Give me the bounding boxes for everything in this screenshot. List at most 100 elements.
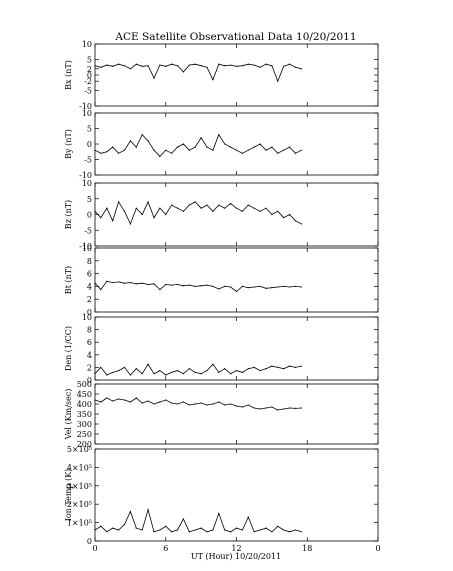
- data-point: [247, 63, 249, 65]
- y-tick-label: 0: [87, 71, 92, 80]
- y-axis-label: Bz (nT): [64, 200, 73, 229]
- data-point: [283, 285, 285, 287]
- panel-4: 10 8 6 4 2 0 Den (1/CC): [64, 313, 379, 385]
- data-point: [106, 374, 108, 376]
- data-point: [112, 527, 114, 529]
- data-point: [224, 65, 226, 67]
- data-point: [129, 374, 131, 376]
- data-point: [277, 409, 279, 411]
- data-point: [117, 152, 120, 154]
- data-point: [200, 207, 202, 209]
- data-point: [129, 223, 131, 225]
- data-point: [117, 398, 120, 400]
- data-point: [206, 66, 208, 68]
- data-point: [94, 529, 96, 531]
- y-tick-label: 8: [87, 326, 92, 335]
- data-point: [235, 207, 238, 209]
- panel-3: 10 8 6 4 2 0 Bt (nT): [64, 244, 379, 317]
- data-point: [241, 406, 243, 408]
- data-point: [259, 408, 261, 410]
- data-point: [171, 371, 173, 374]
- data-point: [147, 509, 149, 511]
- data-point: [135, 207, 137, 209]
- y-tick-label: 250: [77, 430, 92, 439]
- data-point: [288, 146, 291, 148]
- y-tick-label: -10: [79, 102, 92, 111]
- data-point: [224, 529, 226, 531]
- data-point: [218, 512, 220, 515]
- y-tick-label: 2: [87, 295, 92, 304]
- data-point: [141, 134, 143, 136]
- data-point: [200, 65, 202, 67]
- data-point: [271, 365, 273, 367]
- data-point: [112, 146, 114, 148]
- data-point: [165, 374, 167, 376]
- y-tick-label: 0: [87, 376, 92, 385]
- data-point: [159, 401, 161, 403]
- data-point: [271, 213, 273, 216]
- data-point: [235, 65, 238, 67]
- data-point: [135, 527, 137, 529]
- data-point: [288, 213, 291, 216]
- data-point: [141, 402, 143, 404]
- data-point: [200, 402, 202, 404]
- series-line: [94, 200, 302, 225]
- data-point: [106, 280, 108, 282]
- data-point: [165, 399, 167, 401]
- data-point: [123, 523, 126, 526]
- data-point: [194, 285, 196, 287]
- data-point: [241, 65, 243, 67]
- data-point: [123, 366, 126, 368]
- data-point: [212, 79, 214, 81]
- y-tick-label: 3×10⁵: [67, 482, 92, 491]
- y-tick-label: 2: [87, 363, 92, 372]
- data-point: [265, 149, 267, 151]
- data-point: [171, 284, 173, 286]
- data-point: [288, 63, 291, 65]
- data-point: [277, 286, 279, 288]
- data-point: [159, 289, 161, 291]
- data-point: [247, 404, 249, 406]
- data-point: [106, 531, 108, 533]
- data-point: [194, 146, 196, 148]
- data-point: [265, 287, 267, 289]
- data-point: [200, 527, 202, 529]
- y-tick-label: 450: [77, 390, 92, 399]
- data-point: [147, 283, 149, 286]
- data-point: [300, 68, 302, 70]
- data-point: [94, 373, 96, 375]
- data-point: [200, 373, 202, 375]
- panel-2: 10 5 0 -5 -10 Bz (nT): [64, 179, 379, 251]
- data-point: [224, 207, 226, 209]
- data-point: [224, 143, 226, 145]
- data-point: [94, 210, 96, 212]
- x-tick-label: 18: [302, 544, 312, 553]
- data-point: [165, 213, 167, 216]
- y-tick-label: -10: [79, 171, 92, 180]
- data-point: [294, 285, 297, 287]
- data-point: [94, 282, 96, 284]
- data-point: [200, 137, 202, 139]
- data-point: [153, 149, 155, 151]
- y-tick-label: 500: [77, 380, 92, 389]
- data-point: [206, 204, 208, 206]
- data-point: [141, 529, 143, 531]
- data-point: [159, 529, 161, 531]
- y-axis-label: Bt (nT): [64, 266, 73, 294]
- data-point: [294, 152, 297, 154]
- data-point: [194, 63, 196, 65]
- data-point: [182, 143, 185, 145]
- data-point: [241, 529, 243, 531]
- y-axis-label: Vel (Km/sec): [64, 389, 73, 441]
- data-point: [224, 285, 226, 287]
- y-tick-label: 2: [87, 65, 92, 74]
- data-point: [230, 286, 232, 288]
- data-point: [235, 149, 238, 151]
- data-point: [112, 400, 114, 402]
- y-tick-label: 10: [82, 109, 92, 118]
- data-point: [253, 286, 255, 288]
- data-point: [247, 287, 249, 289]
- data-point: [123, 149, 126, 151]
- data-point: [218, 288, 220, 290]
